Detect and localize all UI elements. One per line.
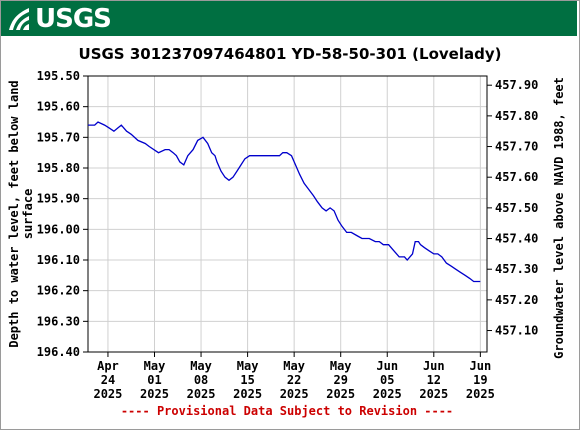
plot-area — [87, 75, 488, 353]
x-tick-label: 12 — [427, 373, 441, 387]
left-tick-label: 195.70 — [37, 130, 80, 144]
usgs-header-banner: USGS — [1, 1, 577, 36]
right-tick-label: 457.60 — [495, 170, 538, 184]
x-tick-label: 19 — [473, 373, 487, 387]
x-tick-label: 2025 — [326, 387, 355, 401]
usgs-logo[interactable]: USGS — [7, 4, 112, 34]
left-tick-label: 196.30 — [37, 314, 80, 328]
x-tick-label: Apr — [97, 359, 119, 373]
x-tick-label: 2025 — [140, 387, 169, 401]
right-tick-label: 457.40 — [495, 232, 538, 246]
right-tick-label: 457.90 — [495, 78, 538, 92]
left-tick-label: 196.10 — [37, 253, 80, 267]
x-tick-label: 22 — [287, 373, 301, 387]
right-tick-label: 457.50 — [495, 201, 538, 215]
right-tick-label: 457.80 — [495, 109, 538, 123]
right-axis-label: Groundwater level above NAVD 1988, feet — [552, 77, 566, 359]
chart-grid — [88, 76, 487, 352]
provisional-data-notice: ---- Provisional Data Subject to Revisio… — [121, 404, 453, 418]
x-tick-label: 05 — [380, 373, 394, 387]
right-tick-label: 457.70 — [495, 140, 538, 154]
x-tick-label: 01 — [147, 373, 161, 387]
x-tick-label: 08 — [194, 373, 208, 387]
x-tick-label: 2025 — [187, 387, 216, 401]
x-axis-ticks: Apr242025May012025May082025May152025May2… — [93, 352, 495, 401]
x-tick-label: May — [237, 359, 259, 373]
left-axis-ticks: 195.50 195.60 195.70 195.80 195.90 196.00 196.… — [37, 69, 88, 359]
usgs-logo-icon — [9, 8, 29, 30]
left-tick-label: 196.00 — [37, 222, 80, 236]
chart-title: USGS 301237097464801 YD-58-50-301 (Lovel… — [79, 45, 502, 63]
x-tick-label: 24 — [101, 373, 115, 387]
right-axis-ticks: 457.90 457.80 457.70 457.60 457.50 457.40 457.… — [487, 78, 538, 338]
x-tick-label: 2025 — [373, 387, 402, 401]
x-tick-label: 2025 — [466, 387, 495, 401]
left-tick-label: 196.20 — [37, 284, 80, 298]
x-tick-label: 29 — [333, 373, 347, 387]
x-tick-label: May — [144, 359, 166, 373]
left-tick-label: 195.80 — [37, 161, 80, 175]
x-tick-label: 15 — [240, 373, 254, 387]
x-tick-label: Jun — [470, 359, 492, 373]
x-tick-label: 2025 — [93, 387, 122, 401]
left-tick-label: 196.40 — [37, 345, 80, 359]
x-tick-label: 2025 — [419, 387, 448, 401]
x-tick-label: May — [190, 359, 212, 373]
x-tick-label: May — [330, 359, 352, 373]
right-tick-label: 457.20 — [495, 293, 538, 307]
left-axis-label-line1: Depth to water level, feet below land — [7, 80, 21, 347]
right-tick-label: 457.10 — [495, 324, 538, 338]
left-axis-label-line2: surface — [21, 189, 35, 240]
left-tick-label: 195.90 — [37, 192, 80, 206]
x-tick-label: Jun — [423, 359, 445, 373]
left-tick-label: 195.60 — [37, 100, 80, 114]
x-tick-label: 2025 — [233, 387, 262, 401]
x-tick-label: Jun — [376, 359, 398, 373]
right-tick-label: 457.30 — [495, 262, 538, 276]
left-tick-label: 195.50 — [37, 69, 80, 83]
series-line — [88, 121, 481, 283]
x-tick-label: May — [283, 359, 305, 373]
x-tick-label: 2025 — [280, 387, 309, 401]
usgs-logo-text: USGS — [35, 4, 112, 34]
